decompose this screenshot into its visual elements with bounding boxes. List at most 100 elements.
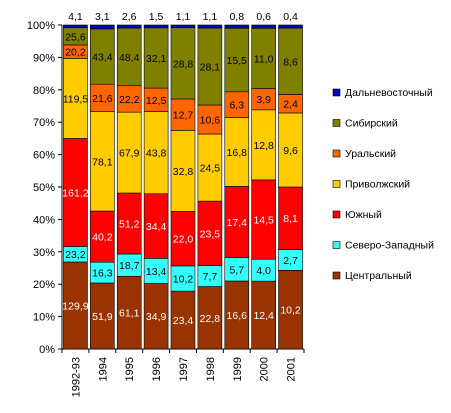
y-tick-label: 30% xyxy=(33,247,55,259)
y-tick-label: 20% xyxy=(33,279,55,291)
data-label: 129,9 xyxy=(62,300,88,312)
data-label: 161,2 xyxy=(62,187,88,199)
bar-segment xyxy=(90,111,115,212)
bar-segment xyxy=(278,27,303,95)
legend-label: Дальневосточный xyxy=(345,87,433,99)
bar-segment xyxy=(63,261,88,350)
legend-swatch xyxy=(332,271,341,280)
x-tick-label: 2001 xyxy=(286,357,298,381)
bar-segment xyxy=(197,24,223,29)
y-tick-label: 60% xyxy=(33,150,55,162)
bar-segment xyxy=(63,24,88,29)
data-label: 10,2 xyxy=(280,305,301,317)
data-label: 25,6 xyxy=(65,31,86,43)
data-label: 0,8 xyxy=(229,11,244,23)
legend-label: Центральный xyxy=(345,270,412,282)
legend-swatch xyxy=(332,180,341,188)
legend-swatch xyxy=(332,88,341,97)
bar-segment xyxy=(197,133,223,202)
x-tick-label: 1999 xyxy=(232,357,244,381)
data-label: 78,1 xyxy=(92,156,113,168)
y-tick-label: 70% xyxy=(33,117,55,129)
bar-segment xyxy=(143,193,169,259)
bar-segment xyxy=(278,112,303,188)
bar-segment xyxy=(278,270,303,350)
data-label: 7,7 xyxy=(203,271,218,283)
x-tick-label: 1994 xyxy=(97,357,109,381)
bar-segment xyxy=(116,111,142,194)
data-label: 1,5 xyxy=(149,11,164,23)
y-tick-label: 40% xyxy=(33,214,55,226)
data-label: 8,1 xyxy=(283,213,298,225)
x-tick-label: 1997 xyxy=(178,357,190,381)
y-tick-label: 100% xyxy=(27,20,55,32)
data-label: 22,8 xyxy=(200,313,221,325)
bar-segment xyxy=(90,24,115,30)
data-label: 12,8 xyxy=(253,140,274,152)
bar-segment xyxy=(224,27,250,93)
data-label: 34,9 xyxy=(146,311,167,323)
data-label: 20,2 xyxy=(65,47,86,59)
legend-label: Северо-Западный xyxy=(345,240,434,252)
data-label: 6,3 xyxy=(229,100,244,112)
bar-segment xyxy=(278,24,303,29)
bar-segment xyxy=(143,27,169,89)
data-label: 32,1 xyxy=(146,53,167,65)
legend-label: Приволжский xyxy=(345,179,410,191)
data-label: 40,2 xyxy=(92,232,113,244)
data-label: 22,0 xyxy=(173,234,194,246)
bar-segment xyxy=(224,280,250,350)
data-label: 16,6 xyxy=(227,310,248,322)
bar-segment xyxy=(116,275,142,350)
data-label: 12,5 xyxy=(146,95,167,107)
bar-segment xyxy=(224,117,250,187)
data-label: 12,4 xyxy=(253,310,274,322)
data-label: 67,9 xyxy=(119,148,140,160)
data-label: 5,7 xyxy=(229,264,244,276)
data-label: 1,1 xyxy=(176,11,191,23)
data-label: 11,0 xyxy=(254,53,274,65)
bar-segment xyxy=(63,138,88,247)
legend-swatch xyxy=(332,149,341,158)
bar-segment xyxy=(278,186,303,250)
x-tick-label: 1995 xyxy=(124,357,136,381)
data-label: 22,2 xyxy=(119,94,140,106)
bar-segment xyxy=(63,58,88,139)
data-label: 24,5 xyxy=(200,163,221,175)
data-label: 0,6 xyxy=(256,11,271,23)
legend-swatch xyxy=(332,210,341,219)
data-label: 15,5 xyxy=(227,55,248,67)
bar-segment xyxy=(170,24,196,29)
bar-segment xyxy=(143,24,169,29)
bar-segment xyxy=(197,104,223,135)
legend-label: Южный xyxy=(345,209,382,221)
data-label: 12,7 xyxy=(173,110,194,122)
x-tick-label: 1998 xyxy=(205,357,217,381)
bar-segment xyxy=(170,290,196,350)
data-label: 8,6 xyxy=(283,56,298,68)
data-label: 14,5 xyxy=(253,215,274,227)
bar-segment xyxy=(170,98,196,131)
data-label: 2,7 xyxy=(283,255,298,267)
bar-segment xyxy=(251,179,276,260)
data-label: 21,6 xyxy=(92,93,113,105)
bar-segment xyxy=(224,186,250,258)
bar-segment xyxy=(251,27,276,89)
bar-segment xyxy=(197,200,223,266)
bar-segment xyxy=(116,27,142,87)
data-label: 1,1 xyxy=(203,11,218,23)
data-label: 23,2 xyxy=(65,249,86,261)
data-label: 9,6 xyxy=(283,145,298,157)
data-label: 61,1 xyxy=(119,308,140,320)
x-tick-label: 1992-93 xyxy=(70,357,82,397)
data-label: 2,6 xyxy=(122,11,137,23)
y-tick-label: 80% xyxy=(33,85,55,97)
legend-swatch xyxy=(332,119,341,127)
data-label: 16,3 xyxy=(92,268,113,280)
bar-segment xyxy=(170,27,196,100)
data-label: 10,6 xyxy=(200,114,221,126)
bar-segment xyxy=(116,85,142,113)
bar-segment xyxy=(90,282,115,350)
data-label: 51,2 xyxy=(119,218,140,230)
